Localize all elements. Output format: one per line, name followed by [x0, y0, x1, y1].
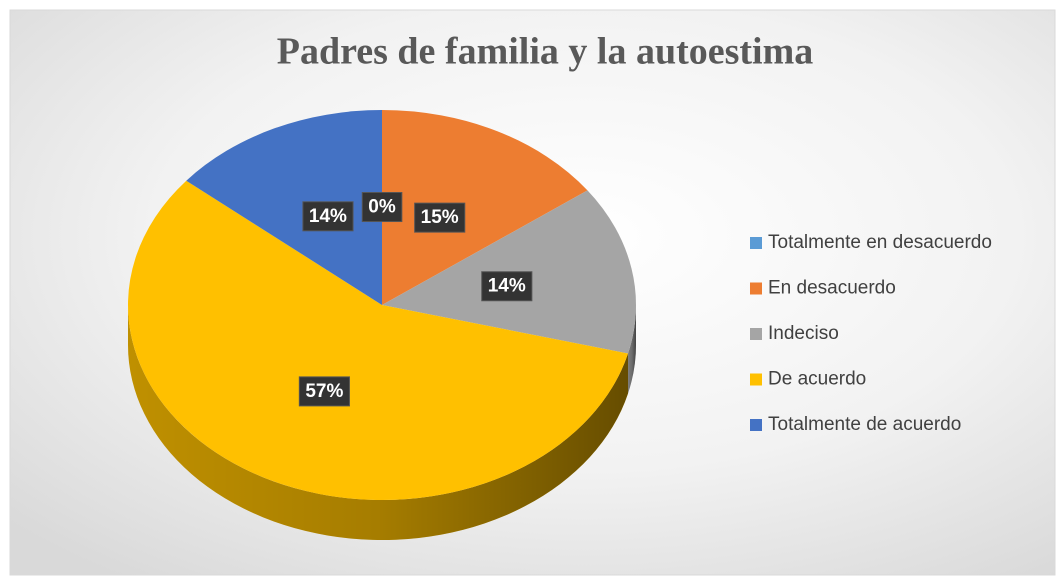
data-label: 57% — [305, 381, 343, 402]
pie-slice — [128, 180, 629, 500]
pie-slice — [186, 110, 382, 305]
legend-label: Indeciso — [768, 323, 839, 344]
data-label-box — [302, 201, 354, 232]
legend-swatch — [750, 237, 762, 249]
data-label: 14% — [488, 276, 526, 297]
legend-label: Totalmente de acuerdo — [768, 414, 961, 435]
pie-slice — [382, 110, 588, 305]
pie-side-shade — [628, 305, 636, 394]
legend-label: En desacuerdo — [768, 278, 896, 299]
data-label-box — [361, 192, 403, 223]
legend-swatch — [750, 328, 762, 340]
data-label-box — [414, 202, 466, 233]
data-label-box — [481, 271, 533, 302]
legend-swatch — [750, 282, 762, 295]
data-label: 15% — [421, 207, 459, 228]
legend-label: De acuerdo — [768, 369, 866, 390]
data-label: 14% — [309, 206, 347, 227]
data-label-box — [298, 376, 350, 407]
legend-swatch — [750, 419, 762, 431]
data-label: 0% — [368, 197, 396, 218]
pie-side-shade — [128, 305, 629, 541]
legend-swatch — [750, 373, 762, 386]
chart-title: Padres de familia y la autoestima — [277, 31, 814, 73]
legend-label: Totalmente en desacuerdo — [768, 232, 992, 253]
